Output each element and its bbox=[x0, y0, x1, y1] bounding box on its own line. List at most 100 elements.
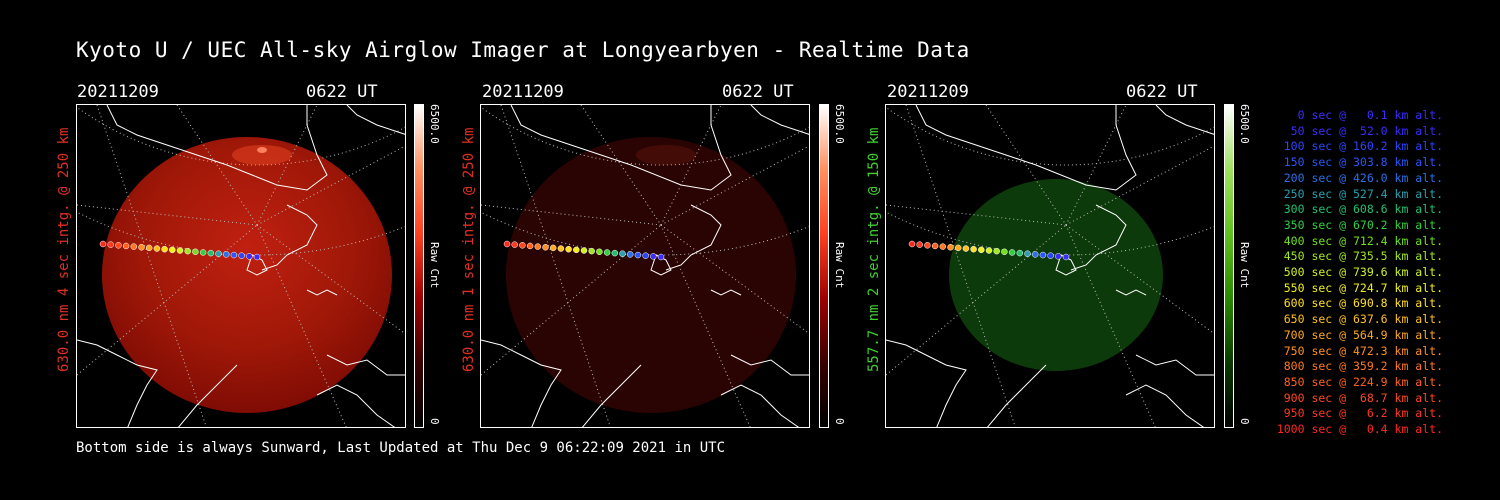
legend-row: 50 sec @ 52.0 km alt. bbox=[1276, 123, 1443, 138]
trajectory-point bbox=[993, 247, 1000, 255]
trajectory-point bbox=[169, 246, 176, 254]
trajectory-point bbox=[176, 247, 184, 254]
legend-row: 950 sec @ 6.2 km alt. bbox=[1276, 406, 1443, 421]
trajectory-point bbox=[115, 242, 122, 249]
trajectory-point bbox=[192, 248, 199, 256]
trajectory-point bbox=[985, 247, 993, 254]
trajectory-point bbox=[511, 241, 518, 248]
trajectory-point bbox=[238, 252, 245, 259]
panel-1-colorbar-max: 6500.0 bbox=[428, 104, 441, 144]
trajectory-point bbox=[99, 240, 107, 248]
trajectory-point bbox=[1055, 253, 1062, 260]
trajectory-point bbox=[519, 242, 526, 249]
legend-row: 1000 sec @ 0.4 km alt. bbox=[1276, 422, 1443, 437]
page-title: Kyoto U / UEC All-sky Airglow Imager at … bbox=[76, 38, 970, 62]
trajectory-point bbox=[596, 248, 603, 256]
legend-row: 450 sec @ 735.5 km alt. bbox=[1276, 249, 1443, 264]
panel-3-date: 20211209 bbox=[887, 82, 969, 102]
trajectory-point bbox=[145, 244, 153, 252]
trajectory-point bbox=[122, 242, 130, 250]
panel-3-time: 0622 UT bbox=[1126, 82, 1198, 102]
trajectory-point bbox=[222, 251, 230, 258]
trajectory-point bbox=[1031, 251, 1039, 258]
panel-2-map bbox=[481, 105, 809, 427]
legend-row: 600 sec @ 690.8 km alt. bbox=[1276, 296, 1443, 311]
panel-3-map bbox=[886, 105, 1214, 427]
legend-row: 400 sec @ 712.4 km alt. bbox=[1276, 233, 1443, 248]
trajectory-point bbox=[199, 249, 207, 256]
legend-row: 500 sec @ 739.6 km alt. bbox=[1276, 265, 1443, 280]
trajectory-point bbox=[947, 244, 954, 251]
trajectory-point bbox=[230, 251, 238, 259]
trajectory-point bbox=[138, 244, 145, 251]
panel-3-image bbox=[885, 104, 1215, 428]
trajectory-point bbox=[626, 251, 634, 258]
trajectory-track bbox=[908, 240, 1070, 261]
trajectory-point bbox=[611, 249, 619, 257]
panel-1-colorbar-min: 0 bbox=[428, 418, 441, 425]
trajectory-point bbox=[246, 253, 253, 260]
panel-2-colorbar bbox=[819, 104, 829, 428]
airglow-disk bbox=[506, 137, 796, 413]
trajectory-point bbox=[253, 253, 261, 261]
trajectory-point bbox=[619, 250, 626, 257]
legend-row: 800 sec @ 359.2 km alt. bbox=[1276, 359, 1443, 374]
trajectory-point bbox=[549, 244, 557, 252]
legend-row: 650 sec @ 637.6 km alt. bbox=[1276, 312, 1443, 327]
legend-row: 900 sec @ 68.7 km alt. bbox=[1276, 390, 1443, 405]
trajectory-point bbox=[207, 249, 215, 257]
airglow-disk bbox=[949, 179, 1163, 371]
trajectory-point bbox=[542, 244, 549, 251]
trajectory-point bbox=[908, 240, 916, 248]
trajectory-point bbox=[954, 244, 962, 252]
trajectory-point bbox=[1016, 249, 1024, 257]
legend-row: 200 sec @ 426.0 km alt. bbox=[1276, 170, 1443, 185]
trajectory-point bbox=[970, 245, 977, 253]
trajectory-track bbox=[503, 240, 665, 261]
trajectory-point bbox=[931, 242, 939, 250]
trajectory-point bbox=[1047, 252, 1054, 259]
trajectory-point bbox=[130, 243, 138, 250]
legend-row: 0 sec @ 0.1 km alt. bbox=[1276, 108, 1443, 122]
trajectory-point bbox=[565, 245, 572, 253]
panel-3-colorbar bbox=[1224, 104, 1234, 428]
trajectory-point bbox=[962, 245, 970, 252]
trajectory-point bbox=[184, 247, 191, 255]
trajectory-point bbox=[657, 253, 665, 261]
panel-1-image bbox=[76, 104, 406, 428]
trajectory-point bbox=[939, 243, 947, 250]
panel-2-date: 20211209 bbox=[482, 82, 564, 102]
panel-2-image bbox=[480, 104, 810, 428]
trajectory-point bbox=[650, 253, 657, 260]
legend-row: 550 sec @ 724.7 km alt. bbox=[1276, 280, 1443, 295]
trajectory-point bbox=[634, 251, 642, 259]
panel-2-colorbar-min: 0 bbox=[833, 418, 846, 425]
trajectory-point bbox=[1062, 253, 1070, 261]
trajectory-point bbox=[1024, 250, 1031, 257]
trajectory-point bbox=[573, 246, 580, 254]
trajectory-point bbox=[534, 243, 542, 250]
trajectory-point bbox=[503, 240, 511, 248]
legend-row: 350 sec @ 670.2 km alt. bbox=[1276, 217, 1443, 232]
legend-row: 850 sec @ 224.9 km alt. bbox=[1276, 374, 1443, 389]
trajectory-point bbox=[588, 247, 595, 255]
legend-row: 150 sec @ 303.8 km alt. bbox=[1276, 155, 1443, 170]
panel-1-colorbar-unit: Raw Cnt bbox=[428, 242, 441, 289]
trajectory-point bbox=[978, 246, 985, 254]
trajectory-point bbox=[557, 245, 565, 252]
panel-1-map bbox=[77, 105, 405, 427]
trajectory-point bbox=[642, 252, 649, 259]
panel-1-time: 0622 UT bbox=[306, 82, 378, 102]
panel-2-time: 0622 UT bbox=[722, 82, 794, 102]
trajectory-point bbox=[107, 241, 114, 248]
legend-row: 100 sec @ 160.2 km alt. bbox=[1276, 139, 1443, 154]
trajectory-point bbox=[603, 249, 611, 256]
panel-2-colorbar-unit: Raw Cnt bbox=[833, 242, 846, 289]
trajectory-point bbox=[153, 245, 161, 252]
trajectory-point bbox=[924, 242, 931, 249]
trajectory-point bbox=[215, 250, 222, 257]
panel-2-side-label: 630.0 nm 1 sec intg. @ 250 km bbox=[461, 127, 477, 372]
panel-3-side-label: 557.7 nm 2 sec intg. @ 150 km bbox=[866, 127, 882, 372]
trajectory-point bbox=[580, 247, 588, 254]
footer-note: Bottom side is always Sunward, Last Upda… bbox=[76, 440, 726, 456]
